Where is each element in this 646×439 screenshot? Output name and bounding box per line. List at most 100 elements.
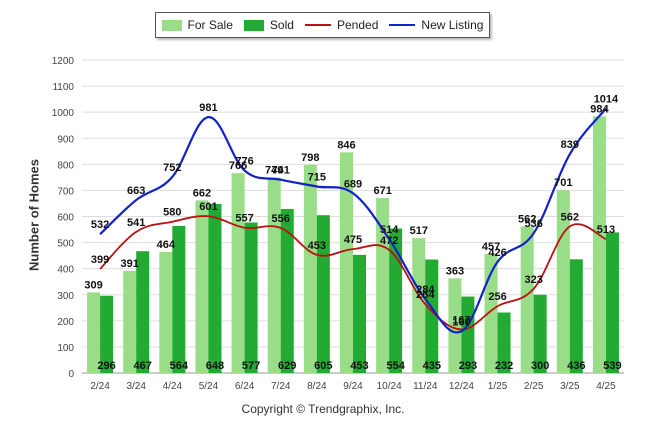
bar-for-sale — [376, 197, 390, 373]
data-label-pended: 453 — [308, 240, 326, 252]
data-label-new-listing: 1014 — [594, 94, 619, 106]
data-label-pended: 399 — [91, 254, 109, 266]
data-label-new-listing: 536 — [524, 218, 542, 230]
copyright-footer: Copyright © Trendgraphix, Inc. — [241, 402, 405, 416]
data-label-pended: 323 — [524, 274, 542, 286]
data-label-sold: 554 — [386, 360, 405, 372]
data-label-new-listing: 532 — [91, 219, 109, 231]
bar-for-sale — [303, 164, 317, 373]
data-label-sold: 605 — [314, 360, 332, 372]
x-tick-label: 8/24 — [307, 381, 327, 392]
x-tick-label: 3/25 — [560, 381, 580, 392]
data-label-sold: 629 — [278, 360, 296, 372]
data-label-sold: 232 — [495, 360, 513, 372]
data-label-for-sale: 391 — [121, 258, 139, 270]
data-label-new-listing: 689 — [344, 178, 362, 190]
x-tick-label: 11/24 — [413, 381, 438, 392]
data-label-sold: 435 — [423, 360, 441, 372]
data-label-new-listing: 839 — [561, 139, 579, 151]
bar-sold — [208, 203, 222, 373]
data-label-new-listing: 776 — [235, 156, 253, 168]
data-label-sold: 300 — [531, 360, 549, 372]
data-label-for-sale: 701 — [554, 177, 572, 189]
bar-for-sale — [556, 190, 570, 373]
bar-sold — [497, 312, 511, 373]
data-label-for-sale: 662 — [193, 187, 211, 199]
sold-swatch — [243, 19, 264, 31]
data-label-sold: 436 — [567, 360, 585, 372]
data-label-for-sale: 749 — [265, 165, 283, 177]
bar-sold — [461, 296, 475, 373]
x-tick-label: 3/24 — [126, 381, 146, 392]
legend-label-sold: Sold — [269, 18, 294, 32]
data-label-pended: 557 — [235, 213, 253, 225]
legend-item-sold: Sold — [243, 18, 294, 32]
y-tick-label: 700 — [57, 186, 74, 197]
data-label-for-sale: 457 — [482, 241, 500, 253]
bar-sold — [280, 208, 294, 373]
legend-item-pended: Pended — [305, 18, 378, 32]
bar-sold — [353, 254, 366, 373]
data-label-pended: 562 — [561, 211, 579, 223]
data-label-for-sale: 562 — [518, 213, 536, 225]
bar-for-sale — [592, 116, 606, 373]
bar-sold — [172, 225, 186, 373]
data-label-pended: 580 — [163, 207, 181, 219]
line-new-listing — [99, 107, 607, 334]
data-label-sold: 293 — [459, 360, 477, 372]
y-tick-label: 900 — [57, 134, 74, 145]
data-label-new-listing: 663 — [127, 185, 145, 197]
bar-sold — [425, 259, 439, 373]
data-label-pended: 556 — [272, 213, 290, 225]
bar-sold — [533, 294, 547, 373]
data-label-sold: 577 — [242, 360, 260, 372]
data-label-new-listing: 426 — [488, 247, 506, 259]
y-tick-label: 0 — [68, 369, 74, 380]
data-label-pended: 601 — [199, 201, 217, 213]
data-label-for-sale: 464 — [157, 239, 176, 251]
x-tick-label: 10/24 — [377, 381, 402, 392]
bar-for-sale — [448, 278, 462, 373]
data-label-sold: 648 — [206, 360, 224, 372]
y-tick-label: 600 — [57, 213, 74, 224]
data-label-sold: 564 — [170, 360, 189, 372]
y-tick-label: 800 — [57, 160, 74, 171]
bar-for-sale — [231, 173, 245, 373]
data-label-for-sale: 984 — [590, 103, 609, 115]
x-tick-label: 1/25 — [488, 381, 508, 392]
y-axis-label: Number of Homes — [26, 159, 42, 271]
bar-sold — [100, 295, 114, 373]
data-label-pended: 264 — [416, 289, 435, 301]
bar-for-sale — [340, 152, 353, 373]
data-label-new-listing: 715 — [308, 172, 326, 184]
y-tick-label: 500 — [57, 239, 74, 250]
bar-for-sale — [159, 251, 173, 373]
bar-sold — [244, 222, 258, 373]
data-label-new-listing: 741 — [272, 165, 290, 177]
bar-sold — [136, 251, 150, 373]
x-tick-label: 2/24 — [90, 381, 110, 392]
x-tick-label: 2/25 — [524, 381, 544, 392]
bar-for-sale — [412, 238, 426, 373]
data-label-pended: 513 — [597, 224, 615, 236]
bar-for-sale — [520, 226, 534, 373]
bar-for-sale — [267, 177, 281, 373]
data-label-pended: 475 — [344, 234, 362, 246]
bar-for-sale — [87, 292, 101, 373]
bar-for-sale — [484, 253, 498, 373]
data-label-pended: 472 — [380, 235, 398, 247]
for-sale-swatch — [161, 19, 182, 31]
bar-for-sale — [123, 271, 137, 373]
data-label-for-sale: 846 — [337, 139, 355, 151]
data-label-for-sale: 798 — [301, 152, 319, 164]
data-label-new-listing: 514 — [380, 224, 399, 236]
x-tick-label: 5/24 — [199, 381, 219, 392]
y-tick-label: 400 — [57, 265, 74, 276]
bar-sold — [605, 232, 619, 373]
bar-for-sale — [195, 200, 209, 373]
data-label-for-sale: 517 — [410, 225, 428, 237]
data-label-sold: 453 — [350, 360, 368, 372]
x-tick-label: 12/24 — [449, 381, 474, 392]
data-label-for-sale: 766 — [229, 160, 247, 172]
